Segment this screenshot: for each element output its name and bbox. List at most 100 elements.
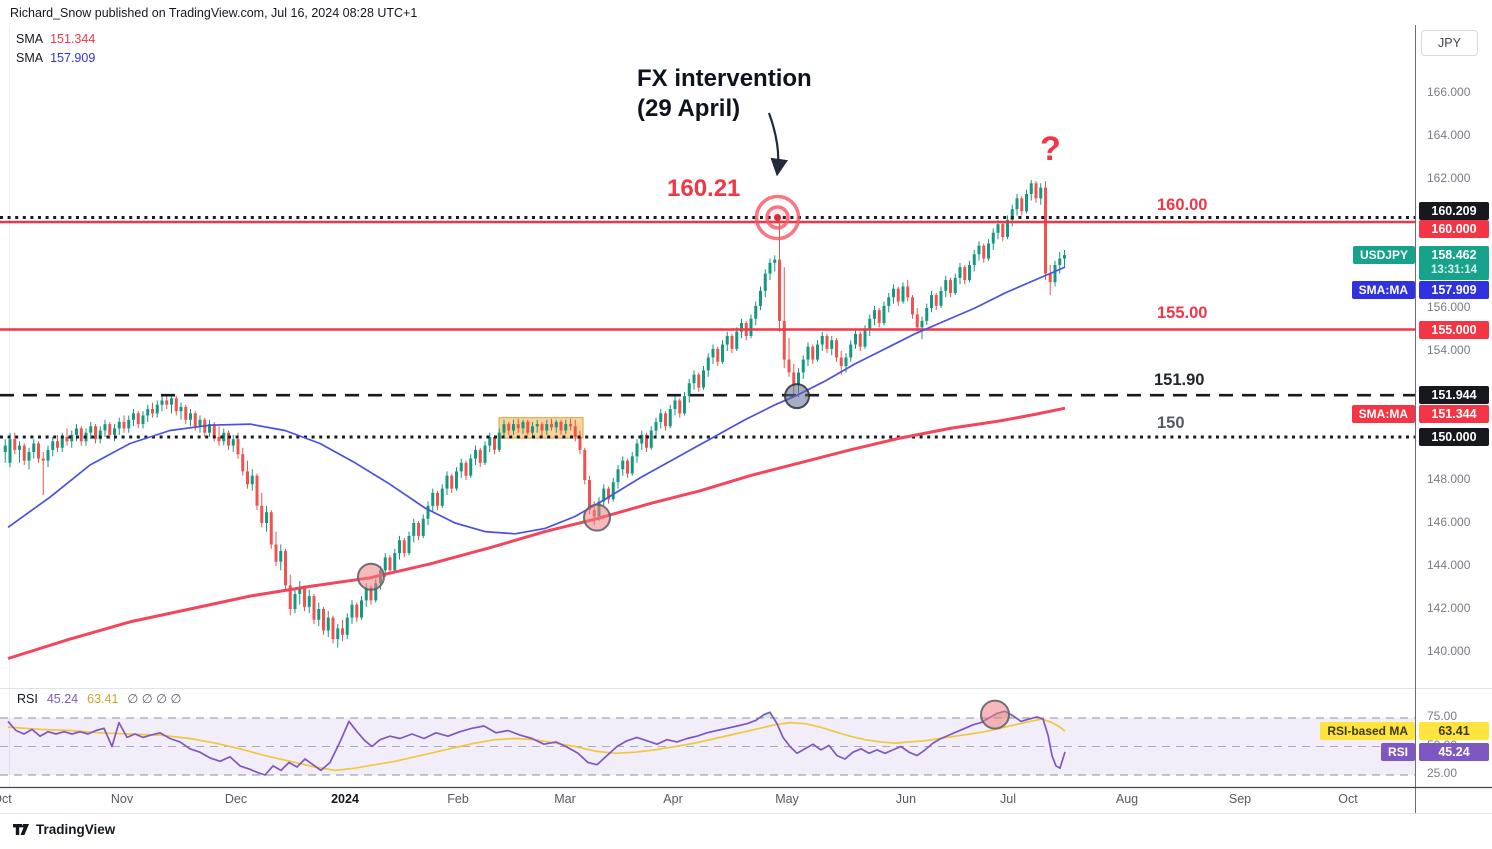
candle-body <box>421 518 425 536</box>
candle-body <box>37 443 40 459</box>
candle-body <box>759 290 762 306</box>
candle-body <box>32 443 36 453</box>
candle-body <box>906 286 910 298</box>
candle-body <box>355 604 359 618</box>
candle-body <box>963 267 967 281</box>
candle-body <box>877 310 881 324</box>
candle-body <box>364 587 368 601</box>
candle-body <box>649 430 653 448</box>
candle-body <box>782 320 786 360</box>
candle-body <box>236 439 240 455</box>
candle-body <box>773 259 777 263</box>
fx-intervention-note: FX intervention (29 April) <box>637 64 812 124</box>
candle-body <box>507 424 511 431</box>
candle-body <box>706 357 710 371</box>
candle-body <box>255 475 259 506</box>
sma2-label: SMA <box>16 51 44 65</box>
candle-body <box>512 424 515 431</box>
candle-body <box>198 419 202 427</box>
fx-note-line1: FX intervention <box>637 65 812 92</box>
tradingview-logo-icon <box>13 824 29 835</box>
candle-body <box>312 596 316 620</box>
candle-body <box>18 445 21 450</box>
candle-body <box>521 421 525 429</box>
candle-body <box>336 628 340 640</box>
rsi-value: 45.24 <box>46 692 79 706</box>
candle-body <box>1025 194 1028 212</box>
candle-body <box>65 437 69 442</box>
candle-body <box>996 224 1000 233</box>
candle-body <box>968 265 971 281</box>
candle-body <box>930 295 933 308</box>
rsi-ma-value: 63.41 <box>87 692 119 706</box>
candle-body <box>488 437 492 446</box>
candle-body <box>526 421 530 433</box>
candle-body <box>155 404 159 414</box>
candle-body <box>450 475 454 489</box>
candle-body <box>75 428 78 435</box>
candle-body <box>89 426 93 433</box>
fx-note-line2: (29 April) <box>637 95 741 122</box>
sma-legend: SMA 151.344 SMA 157.909 <box>16 30 95 68</box>
candle-body <box>360 600 363 618</box>
candle-body <box>98 430 102 440</box>
question-mark-annotation: ? <box>1040 130 1061 168</box>
candle-body <box>51 441 55 450</box>
candle-body <box>626 460 629 474</box>
candle-body <box>569 424 572 427</box>
candle-body <box>222 432 226 442</box>
candle-body <box>79 428 83 442</box>
candle-body <box>1044 187 1047 274</box>
time-scale[interactable] <box>0 788 1492 813</box>
candle-body <box>911 297 914 315</box>
tradingview-logo[interactable]: TradingView <box>12 820 115 838</box>
candle-body <box>664 413 667 427</box>
candle-body <box>953 277 957 293</box>
candle-body <box>293 593 297 609</box>
candle-body <box>127 419 131 429</box>
candle-body <box>464 462 468 476</box>
price-scale[interactable] <box>1416 25 1492 788</box>
candle-body <box>440 488 444 506</box>
candle-body <box>436 492 439 506</box>
candle-body <box>711 348 715 358</box>
candle-body <box>540 424 544 431</box>
candle-body <box>858 333 862 347</box>
candle-body <box>60 437 64 448</box>
candle-body <box>991 232 995 244</box>
candle-body <box>554 421 558 428</box>
candle-body <box>160 400 164 405</box>
candle-body <box>573 426 577 437</box>
candle-body <box>972 254 976 265</box>
candle-body <box>868 318 872 330</box>
candle-body <box>882 305 886 324</box>
candle-body <box>141 415 145 425</box>
rsi-empty-inputs: ∅ ∅ ∅ ∅ <box>127 692 182 706</box>
candle-body <box>559 421 563 431</box>
candle-body <box>212 424 216 437</box>
candle-body <box>925 308 929 321</box>
candle-body <box>493 437 496 450</box>
candle-body <box>920 320 924 328</box>
candle-body <box>445 475 449 489</box>
candle-body <box>146 409 150 416</box>
candle-body <box>288 585 292 609</box>
candle-body <box>56 441 59 448</box>
level-label-155: 155.00 <box>1157 304 1208 322</box>
candle-body <box>417 523 420 536</box>
candle-body <box>873 310 876 319</box>
candle-body <box>830 340 834 349</box>
candle-body <box>317 609 321 620</box>
currency-unit-button[interactable]: JPY <box>1421 30 1478 56</box>
candle-body <box>602 488 606 502</box>
candle-body <box>588 480 591 511</box>
candle-body <box>740 323 743 332</box>
sma2-value: 157.909 <box>50 51 96 65</box>
candle-body <box>41 458 45 461</box>
candle-body <box>934 295 938 306</box>
candle-body <box>341 628 344 635</box>
candle-body <box>763 273 767 291</box>
candle-body <box>132 413 135 420</box>
